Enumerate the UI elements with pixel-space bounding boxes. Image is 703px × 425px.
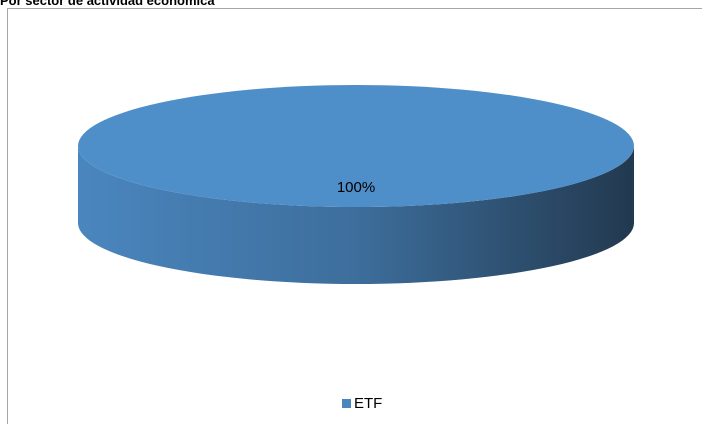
pie-group: 100%: [78, 85, 634, 284]
data-label: 100%: [337, 179, 375, 196]
legend-label: ETF: [354, 394, 383, 412]
header-title: Por sector de actividad económica: [0, 0, 215, 8]
chart-area: [7, 8, 702, 424]
pie-slice-etf: [78, 85, 634, 207]
pie-slice-side: [78, 146, 634, 284]
legend: ETF: [342, 394, 382, 412]
legend-swatch: [342, 398, 351, 408]
